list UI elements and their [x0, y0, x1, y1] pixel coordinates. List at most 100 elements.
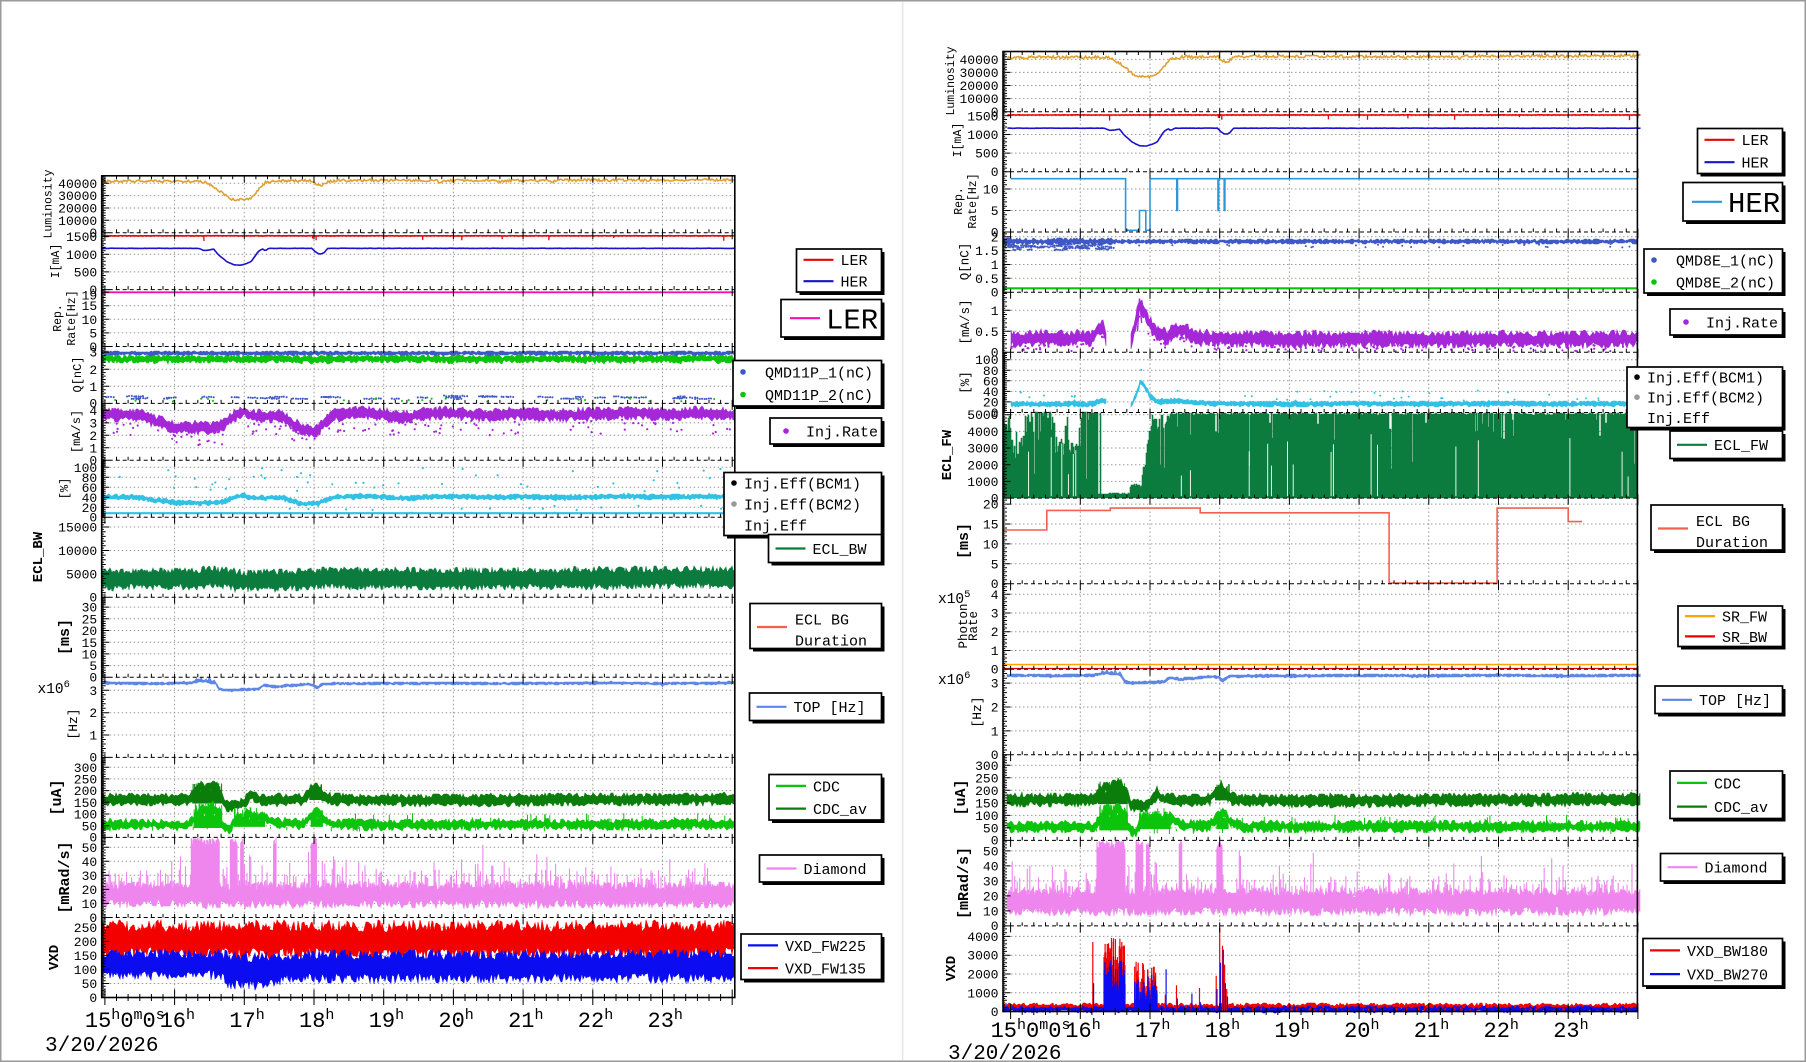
svg-text:Inj.Eff(BCM1): Inj.Eff(BCM1) [744, 476, 861, 493]
svg-text:20000: 20000 [959, 79, 998, 94]
svg-text:1.5: 1.5 [975, 244, 998, 259]
svg-text:18h: 18h [299, 1007, 334, 1034]
svg-text:0: 0 [89, 911, 97, 926]
svg-text:22h: 22h [1484, 1017, 1519, 1044]
svg-text:2000: 2000 [967, 458, 998, 473]
svg-text:10000: 10000 [58, 214, 97, 229]
svg-text:20000: 20000 [58, 202, 97, 217]
svg-text:0: 0 [991, 919, 999, 934]
svg-text:40: 40 [983, 859, 999, 874]
svg-text:CDC_av: CDC_av [813, 802, 867, 819]
svg-text:100: 100 [975, 353, 998, 368]
svg-text:QMD8E_1(nC): QMD8E_1(nC) [1676, 253, 1775, 270]
svg-text:1: 1 [89, 729, 97, 744]
svg-text:Inj.Eff(BCM2): Inj.Eff(BCM2) [744, 497, 861, 514]
svg-text:LER: LER [841, 253, 868, 270]
svg-text:ECL_FW: ECL_FW [1714, 438, 1768, 455]
svg-text:30: 30 [983, 874, 999, 889]
svg-text:25: 25 [82, 612, 98, 627]
svg-text:0: 0 [89, 671, 97, 686]
svg-text:0: 0 [89, 751, 97, 766]
svg-text:0: 0 [89, 511, 97, 526]
svg-text:Inj.Eff(BCM2): Inj.Eff(BCM2) [1647, 391, 1764, 408]
svg-text:20: 20 [983, 889, 999, 904]
svg-text:40000: 40000 [58, 177, 97, 192]
svg-text:1000: 1000 [967, 986, 998, 1001]
svg-text:Inj.Rate: Inj.Rate [806, 424, 878, 441]
svg-text:15h0m0s: 15h0m0s [991, 1017, 1071, 1044]
svg-text:1000: 1000 [967, 128, 998, 143]
svg-text:5: 5 [991, 204, 999, 219]
svg-text:QMD11P_2(nC): QMD11P_2(nC) [765, 388, 873, 405]
svg-text:100: 100 [975, 809, 998, 824]
svg-text:0: 0 [991, 663, 999, 678]
svg-text:500: 500 [975, 147, 998, 162]
svg-text:150: 150 [975, 796, 998, 811]
svg-text:Rate[Hz]: Rate[Hz] [66, 290, 79, 345]
svg-text:4: 4 [89, 404, 97, 419]
svg-text:5000: 5000 [66, 567, 97, 582]
svg-text:TOP [Hz]: TOP [Hz] [1699, 693, 1771, 710]
svg-text:30: 30 [82, 869, 98, 884]
svg-text:3000: 3000 [967, 442, 998, 457]
svg-text:0: 0 [89, 397, 97, 412]
svg-text:20h: 20h [438, 1007, 473, 1034]
svg-text:[mA/s]: [mA/s] [959, 299, 973, 344]
svg-text:1: 1 [991, 258, 999, 273]
svg-text:0: 0 [89, 991, 97, 1006]
svg-text:300: 300 [975, 759, 998, 774]
svg-text:0: 0 [89, 283, 97, 298]
svg-text:60: 60 [82, 481, 98, 496]
svg-text:10: 10 [82, 648, 98, 663]
svg-text:0: 0 [991, 1005, 999, 1020]
svg-text:15h0m0s: 15h0m0s [85, 1007, 165, 1034]
svg-text:3: 3 [991, 607, 999, 622]
svg-text:4000: 4000 [967, 930, 998, 945]
svg-text:1000: 1000 [967, 475, 998, 490]
svg-text:20: 20 [82, 883, 98, 898]
svg-text:Inj.Eff: Inj.Eff [1647, 411, 1710, 428]
svg-text:19h: 19h [1274, 1017, 1309, 1044]
svg-text:0: 0 [991, 577, 999, 592]
svg-text:250: 250 [975, 771, 998, 786]
svg-text:40000: 40000 [959, 53, 998, 68]
svg-text:VXD: VXD [944, 956, 960, 981]
svg-text:Q[nC]: Q[nC] [71, 356, 85, 392]
svg-text:[ms]: [ms] [956, 523, 973, 559]
svg-text:21h: 21h [508, 1007, 543, 1034]
svg-text:1: 1 [991, 724, 999, 739]
svg-text:17h: 17h [1135, 1017, 1170, 1044]
svg-text:17h: 17h [229, 1007, 264, 1034]
svg-text:Diamond: Diamond [804, 862, 867, 879]
svg-text:ECL_FW: ECL_FW [940, 429, 956, 480]
svg-text:5: 5 [89, 659, 97, 674]
svg-text:10: 10 [983, 904, 999, 919]
svg-text:1500: 1500 [967, 109, 998, 124]
svg-text:16h: 16h [1065, 1017, 1100, 1044]
svg-text:[%]: [%] [58, 478, 72, 500]
svg-text:100: 100 [74, 461, 97, 476]
svg-text:0: 0 [89, 340, 97, 355]
svg-text:10: 10 [82, 897, 98, 912]
svg-text:1500: 1500 [66, 230, 97, 245]
svg-text:ECL_BW: ECL_BW [31, 531, 47, 582]
svg-text:40: 40 [82, 855, 98, 870]
svg-text:250: 250 [74, 921, 97, 936]
svg-text:I[mA]: I[mA] [952, 123, 965, 158]
svg-text:5000: 5000 [967, 408, 998, 423]
svg-text:SR_FW: SR_FW [1722, 610, 1767, 627]
svg-text:50: 50 [82, 819, 98, 834]
svg-text:1: 1 [991, 644, 999, 659]
svg-text:VXD_BW180: VXD_BW180 [1687, 944, 1768, 961]
svg-text:20h: 20h [1344, 1017, 1379, 1044]
svg-text:Diamond: Diamond [1705, 861, 1768, 878]
svg-text:30: 30 [82, 601, 98, 616]
svg-text:[mA/s]: [mA/s] [70, 410, 84, 453]
svg-text:200: 200 [74, 784, 97, 799]
svg-text:[mRad/s]: [mRad/s] [956, 847, 973, 919]
svg-text:20: 20 [82, 624, 98, 639]
svg-text:0: 0 [991, 165, 999, 180]
svg-text:0.5: 0.5 [975, 272, 998, 287]
svg-text:18h: 18h [1205, 1017, 1240, 1044]
svg-text:5: 5 [89, 326, 97, 341]
